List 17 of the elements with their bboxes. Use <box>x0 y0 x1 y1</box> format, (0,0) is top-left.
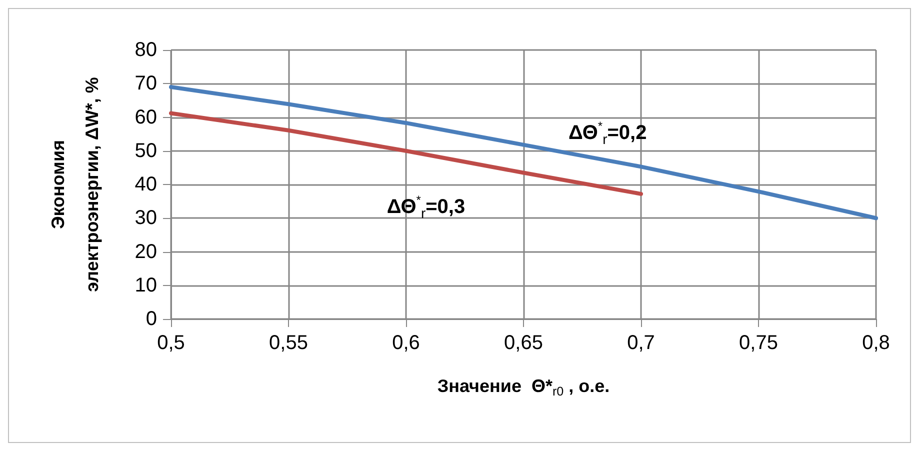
x-tick-label: 0,6 <box>392 332 420 354</box>
x-tick-label: 0,8 <box>862 332 890 354</box>
y-tick-label: 50 <box>134 140 157 162</box>
y-tick-label: 70 <box>134 72 157 95</box>
y-tick-label: 40 <box>134 174 157 196</box>
y-tick-label: 20 <box>134 240 157 263</box>
x-tick-label: 0,55 <box>269 332 308 354</box>
x-tick-label: 0,75 <box>739 332 778 354</box>
y-tick-label: 80 <box>134 39 157 61</box>
x-tick-label: 0,65 <box>504 332 543 354</box>
y-tick-label: 30 <box>134 207 157 230</box>
y-tick-label: 0 <box>146 308 157 330</box>
y-axis-title: Экономия электроэнергии, ΔW*, % <box>48 77 102 292</box>
x-tick-label: 0,5 <box>157 332 185 354</box>
y-tick-label: 10 <box>134 274 157 296</box>
x-tick-label: 0,7 <box>627 332 655 354</box>
y-tick-label: 60 <box>134 106 157 128</box>
